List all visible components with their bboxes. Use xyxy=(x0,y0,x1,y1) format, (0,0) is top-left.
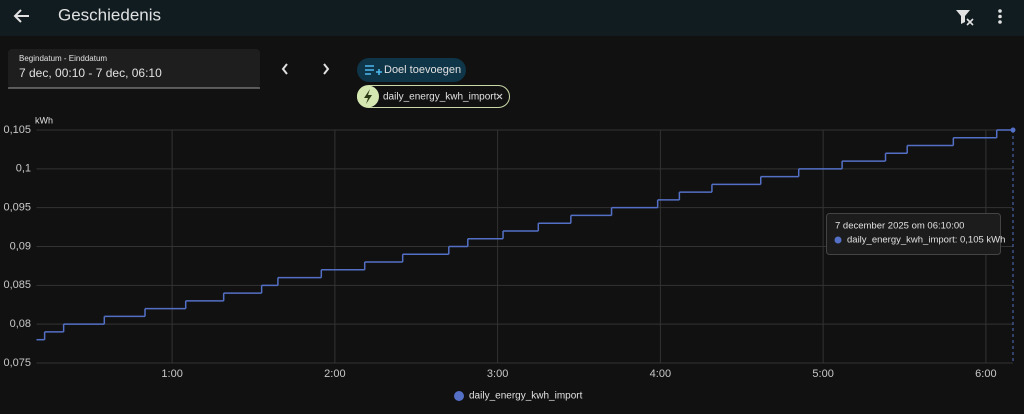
previous-button[interactable] xyxy=(281,63,288,75)
x-tick-label: 5:00 xyxy=(812,368,833,380)
add-target-label: Doel toevoegen xyxy=(384,64,461,76)
x-tick-label: 2:00 xyxy=(324,368,345,380)
x-tick-label: 4:00 xyxy=(650,368,671,380)
y-tick-label: 0,105 xyxy=(3,124,31,136)
legend-marker xyxy=(454,391,464,401)
target-chip-label: daily_energy_kwh_import xyxy=(383,92,497,103)
y-tick-label: 0,08 xyxy=(10,318,31,330)
point xyxy=(1010,127,1016,133)
y-tick-label: 0,09 xyxy=(10,240,31,252)
y-unit: kWh xyxy=(35,115,53,125)
remove-chip-button[interactable] xyxy=(496,93,503,100)
x-tick-label: 3:00 xyxy=(487,368,508,380)
back-button[interactable] xyxy=(13,9,29,23)
target-chip[interactable]: daily_energy_kwh_import xyxy=(357,85,510,108)
page-title: Geschiedenis xyxy=(58,5,161,24)
y-tick-label: 0,1 xyxy=(16,163,31,175)
y-tick-label: 0,095 xyxy=(3,202,31,214)
tooltip-text: daily_energy_kwh_import: 0,105 kWh xyxy=(847,235,1005,246)
y-tick-label: 0,075 xyxy=(3,357,31,369)
chart: 0,075 0,08 0,085 0,09 0,095 0,1 0,105 1:00 2:00 3… xyxy=(3,124,1016,402)
tooltip-title: 7 december 2025 om 06:10:00 xyxy=(835,221,964,232)
date-picker-label: Begindatum - Einddatum xyxy=(19,54,107,63)
x-tick-label: 1:00 xyxy=(161,368,182,380)
tooltip-marker xyxy=(834,236,842,244)
menu-button[interactable] xyxy=(998,9,1002,24)
y-tick-label: 0,085 xyxy=(3,279,31,291)
add-target-button[interactable]: Doel toevoegen xyxy=(357,58,466,82)
x-tick-label: 6:00 xyxy=(975,368,996,380)
next-button[interactable] xyxy=(323,63,330,75)
clear-filter-button[interactable] xyxy=(956,10,974,26)
tooltip-box xyxy=(826,213,1001,255)
tooltip: 7 december 2025 om 06:10:00 daily_energy_… xyxy=(826,213,1005,255)
date-picker[interactable]: Begindatum - Einddatum 7 dec, 00:10 - 7 … xyxy=(8,49,260,89)
legend-label: daily_energy_kwh_import xyxy=(469,391,583,402)
app-bar xyxy=(0,0,1024,36)
date-picker-value: 7 dec, 00:10 - 7 dec, 06:10 xyxy=(19,66,162,80)
